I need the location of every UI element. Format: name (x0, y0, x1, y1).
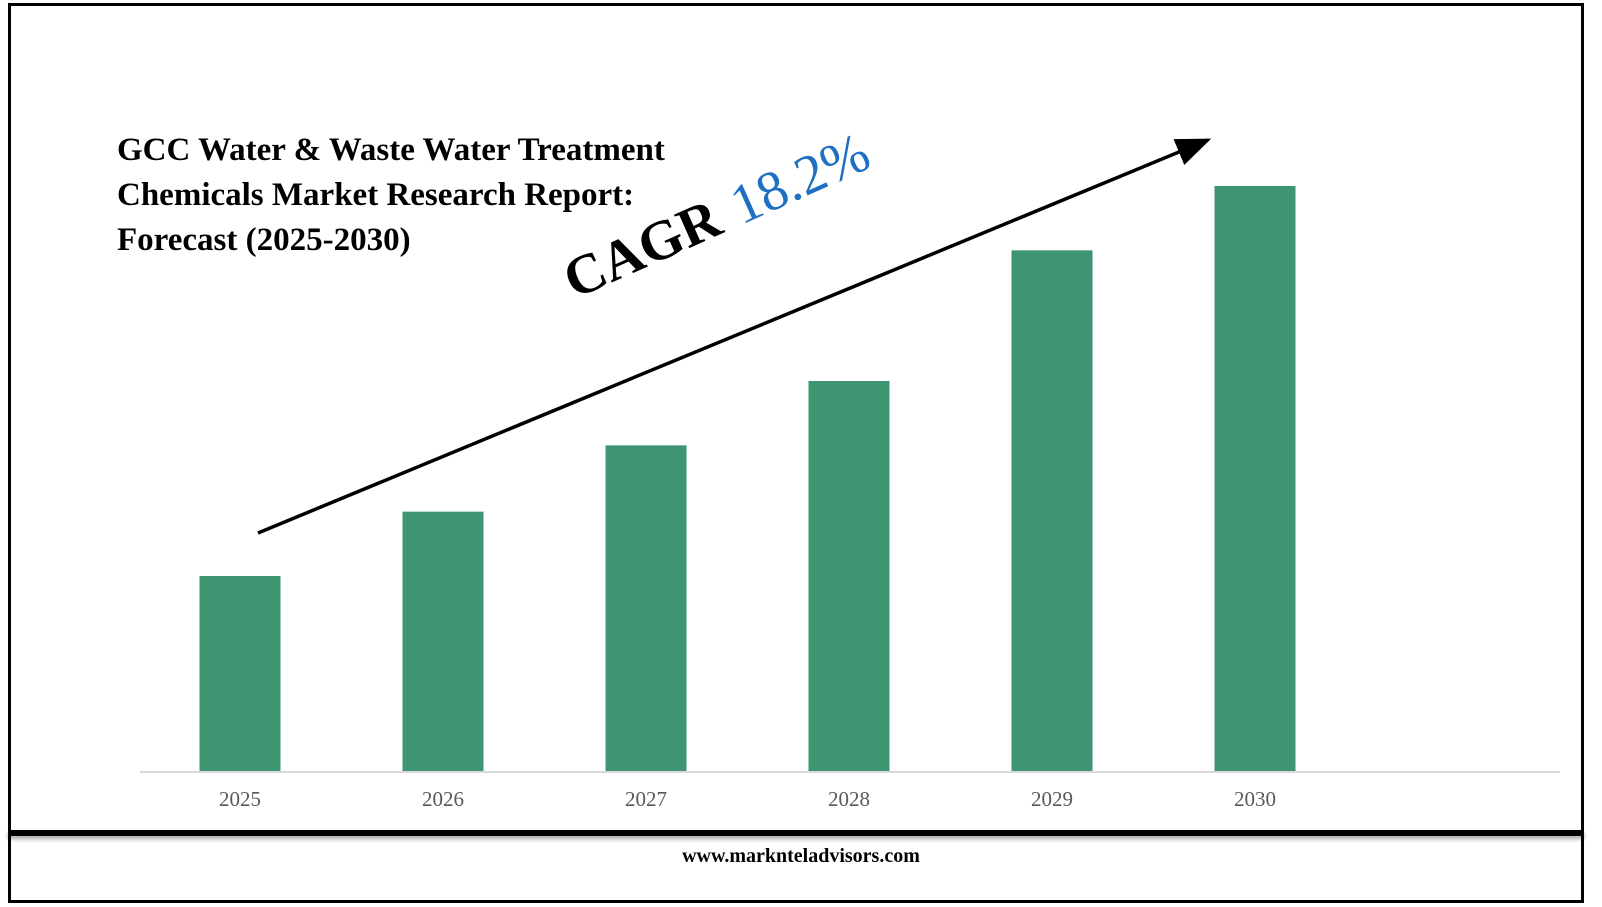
x-tick-label-2027: 2027 (625, 787, 667, 811)
bar-2028 (808, 381, 890, 771)
bar-2026 (402, 511, 484, 771)
chart-title: GCC Water & Waste Water Treatment Chemic… (117, 132, 665, 258)
footer-url: www.marknteladvisors.com (682, 845, 920, 867)
bar-2027 (605, 445, 687, 771)
x-tick-label-2028: 2028 (828, 787, 870, 811)
footer-divider (8, 830, 1584, 836)
x-tick-label-2030: 2030 (1234, 787, 1276, 811)
x-tick-label-2026: 2026 (422, 787, 464, 811)
x-tick-label-2029: 2029 (1031, 787, 1073, 811)
bar-group (199, 186, 1296, 772)
x-tick-labels: 2025 2026 2027 2028 2029 2030 (219, 787, 1276, 811)
x-tick-label-2025: 2025 (219, 787, 261, 811)
trend-arrow (257, 138, 1212, 535)
bar-2030 (1214, 186, 1296, 771)
bar-2029 (1011, 250, 1093, 772)
bar-2025 (199, 576, 281, 771)
